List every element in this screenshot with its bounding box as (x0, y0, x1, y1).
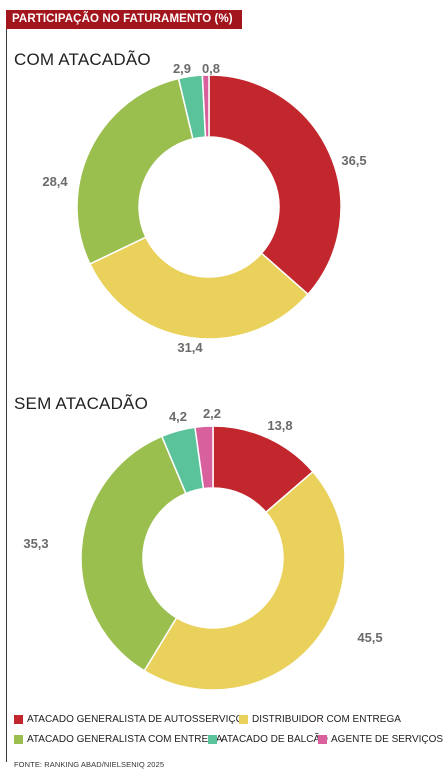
donut-slice-1 (208, 74, 342, 296)
chart-2-title: SEM ATACADÃO (14, 394, 149, 413)
legend-label: DISTRIBUIDOR COM ENTREGA (252, 714, 401, 725)
legend-item-autosservico: ATACADO GENERALISTA DE AUTOSSERVIÇO (14, 714, 243, 725)
legend-swatch (239, 715, 248, 724)
legend-item-entrega: ATACADO GENERALISTA COM ENTREGA (14, 734, 223, 745)
slice-value-label: 2,2 (203, 406, 221, 421)
donut-slice-5 (194, 425, 214, 490)
legend-label: AGENTE DE SERVIÇOS (331, 734, 444, 745)
legend-swatch (208, 735, 217, 744)
legend-item-servicos: AGENTE DE SERVIÇOS (318, 734, 443, 745)
legend-label: ATACADO DE BALCÃO (221, 734, 328, 745)
legend-item-balcao: ATACADO DE BALCÃO (208, 734, 328, 745)
slice-value-label: 36,5 (341, 153, 366, 168)
slice-value-label: 31,4 (177, 340, 203, 355)
donut-chart-sem-atacadao: 13,8 45,5 35,3 4,2 2,2 (23, 406, 383, 691)
slice-value-label: 2,9 (173, 61, 191, 76)
chart-header: PARTICIPAÇÃO NO FATURAMENTO (%) (6, 10, 242, 29)
slice-value-label: 45,5 (357, 630, 382, 645)
slice-value-label: 13,8 (267, 418, 292, 433)
legend-label: ATACADO GENERALISTA DE AUTOSSERVIÇO (27, 714, 244, 725)
donut-chart-com-atacadao: 36,5 31,4 28,4 2,9 0,8 (42, 61, 366, 355)
slice-value-label: 28,4 (42, 174, 68, 189)
legend-swatch (14, 735, 23, 744)
donut-slice-5 (201, 74, 210, 138)
legend-label: ATACADO GENERALISTA COM ENTREGA (27, 734, 223, 745)
donut-slice-2 (143, 470, 346, 691)
chart-1-title: COM ATACADÃO (14, 50, 151, 69)
slice-value-label: 35,3 (23, 536, 48, 551)
slice-value-label: 0,8 (202, 61, 220, 76)
legend-swatch (14, 715, 23, 724)
legend-item-distribuidor: DISTRIBUIDOR COM ENTREGA (239, 714, 401, 725)
donut-slice-2 (88, 236, 310, 340)
legend-swatch (318, 735, 327, 744)
donut-slice-3 (76, 77, 194, 265)
slice-value-label: 4,2 (169, 409, 187, 424)
donut-slice-3 (80, 435, 187, 672)
left-rule (6, 10, 7, 762)
source-note: FONTE: RANKING ABAD/NIELSENIQ 2025 (14, 760, 165, 769)
